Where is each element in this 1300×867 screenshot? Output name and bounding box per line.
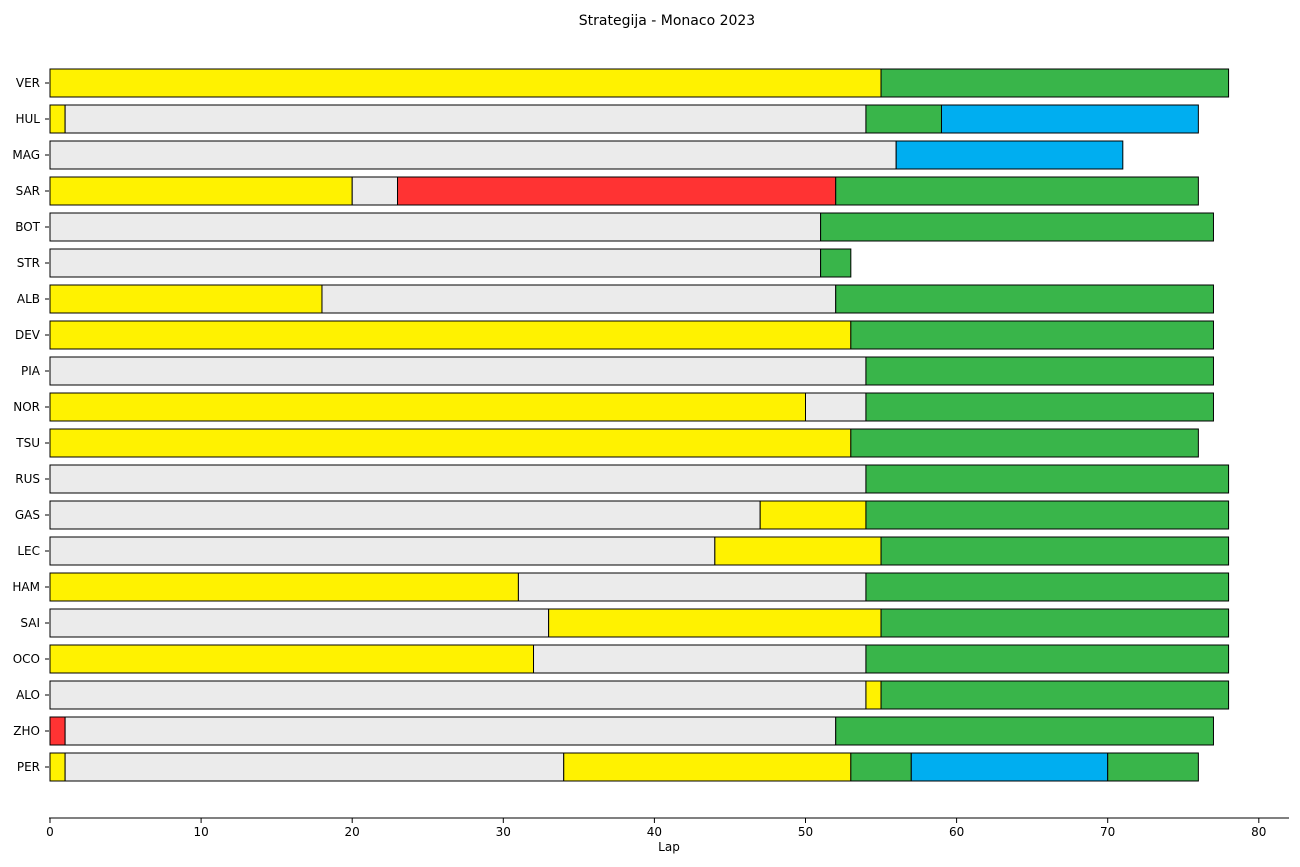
stint-bar-sai-3 bbox=[880, 608, 1230, 638]
stint-bar-rus-2 bbox=[865, 464, 1230, 494]
stint-bar-tsu-2 bbox=[850, 428, 1199, 458]
x-tick-label-20: 20 bbox=[345, 825, 360, 839]
stint-bar-per-1 bbox=[49, 752, 66, 782]
stint-bar-pia-2 bbox=[865, 356, 1214, 386]
driver-label-sar: SAR bbox=[16, 184, 40, 198]
bars-group bbox=[49, 68, 1230, 782]
stint-bar-per-4 bbox=[850, 752, 912, 782]
stint-bar-lec-2 bbox=[714, 536, 882, 566]
driver-label-oco: OCO bbox=[13, 652, 40, 666]
x-tick-label-40: 40 bbox=[647, 825, 662, 839]
stint-bar-pia-1 bbox=[49, 356, 867, 386]
driver-label-bot: BOT bbox=[15, 220, 40, 234]
stint-bar-bot-1 bbox=[49, 212, 822, 242]
x-tick-label-30: 30 bbox=[496, 825, 511, 839]
stint-bar-ham-3 bbox=[865, 572, 1230, 602]
stint-bar-nor-1 bbox=[49, 392, 806, 422]
driver-label-alo: ALO bbox=[16, 688, 40, 702]
stint-bar-tsu-1 bbox=[49, 428, 852, 458]
driver-label-gas: GAS bbox=[15, 508, 40, 522]
stint-bar-nor-3 bbox=[865, 392, 1214, 422]
stint-bar-alb-3 bbox=[835, 284, 1214, 314]
stint-bar-hul-1 bbox=[49, 104, 66, 134]
stint-bar-sar-3 bbox=[397, 176, 837, 206]
stint-bar-str-2 bbox=[820, 248, 852, 278]
stint-bar-gas-1 bbox=[49, 500, 761, 530]
driver-label-rus: RUS bbox=[15, 472, 40, 486]
stint-bar-alo-3 bbox=[880, 680, 1230, 710]
stint-bar-bot-2 bbox=[820, 212, 1214, 242]
stint-bar-sar-2 bbox=[351, 176, 399, 206]
stint-bar-per-6 bbox=[1107, 752, 1199, 782]
driver-label-per: PER bbox=[17, 760, 40, 774]
stint-bar-oco-1 bbox=[49, 644, 535, 674]
stint-bar-sar-4 bbox=[835, 176, 1199, 206]
stint-bar-per-2 bbox=[64, 752, 565, 782]
x-tick-label-80: 80 bbox=[1251, 825, 1266, 839]
stint-bar-mag-2 bbox=[895, 140, 1124, 170]
driver-label-ver: VER bbox=[16, 76, 40, 90]
stint-bar-gas-3 bbox=[865, 500, 1230, 530]
stint-bar-oco-2 bbox=[533, 644, 867, 674]
stint-bar-hul-3 bbox=[865, 104, 942, 134]
stint-bar-ham-2 bbox=[517, 572, 867, 602]
stint-bar-hul-2 bbox=[64, 104, 867, 134]
chart-title: Strategija - Monaco 2023 bbox=[579, 13, 755, 29]
driver-label-str: STR bbox=[17, 256, 40, 270]
stint-bar-str-1 bbox=[49, 248, 822, 278]
stint-bar-alb-2 bbox=[321, 284, 837, 314]
stint-bar-ver-1 bbox=[49, 68, 882, 98]
x-tick-label-50: 50 bbox=[798, 825, 813, 839]
stint-bar-ver-2 bbox=[880, 68, 1230, 98]
driver-label-sai: SAI bbox=[20, 616, 40, 630]
stint-bar-alb-1 bbox=[49, 284, 323, 314]
stint-bar-dev-2 bbox=[850, 320, 1214, 350]
stint-bar-zho-2 bbox=[64, 716, 837, 746]
driver-labels: VER HUL MAG SAR BOT STR ALB DEV PIA NOR TSU RUS GAS L… bbox=[12, 76, 49, 774]
stint-bar-alo-2 bbox=[865, 680, 882, 710]
x-tick-label-60: 60 bbox=[949, 825, 964, 839]
stint-bar-sai-2 bbox=[548, 608, 882, 638]
driver-label-alb: ALB bbox=[17, 292, 40, 306]
driver-label-hul: HUL bbox=[16, 112, 41, 126]
x-axis-ticks: 0 10 20 30 40 50 60 70 80 bbox=[46, 818, 1266, 839]
stint-bar-lec-1 bbox=[49, 536, 716, 566]
stint-bar-lec-3 bbox=[880, 536, 1230, 566]
stint-bar-zho-1 bbox=[49, 716, 66, 746]
x-tick-label-10: 10 bbox=[193, 825, 208, 839]
x-tick-label-0: 0 bbox=[46, 825, 54, 839]
driver-label-ham: HAM bbox=[12, 580, 40, 594]
stint-bar-sar-1 bbox=[49, 176, 353, 206]
driver-label-zho: ZHO bbox=[13, 724, 40, 738]
driver-label-pia: PIA bbox=[21, 364, 41, 378]
stint-bar-gas-2 bbox=[759, 500, 867, 530]
stint-bar-per-5 bbox=[910, 752, 1109, 782]
driver-label-lec: LEC bbox=[17, 544, 40, 558]
x-tick-label-70: 70 bbox=[1100, 825, 1115, 839]
stint-bar-per-3 bbox=[563, 752, 852, 782]
stint-bar-zho-3 bbox=[835, 716, 1214, 746]
stint-bar-hul-4 bbox=[940, 104, 1199, 134]
stint-bar-dev-1 bbox=[49, 320, 852, 350]
driver-label-mag: MAG bbox=[12, 148, 40, 162]
stint-bar-ham-1 bbox=[49, 572, 519, 602]
stint-bar-sai-1 bbox=[49, 608, 550, 638]
driver-label-nor: NOR bbox=[13, 400, 40, 414]
stint-bar-oco-3 bbox=[865, 644, 1230, 674]
driver-label-tsu: TSU bbox=[15, 436, 40, 450]
stint-bar-nor-2 bbox=[805, 392, 867, 422]
driver-label-dev: DEV bbox=[15, 328, 41, 342]
stint-bar-alo-1 bbox=[49, 680, 867, 710]
stint-bar-rus-1 bbox=[49, 464, 867, 494]
x-axis-label: Lap bbox=[658, 840, 680, 854]
stint-bar-mag-1 bbox=[49, 140, 897, 170]
